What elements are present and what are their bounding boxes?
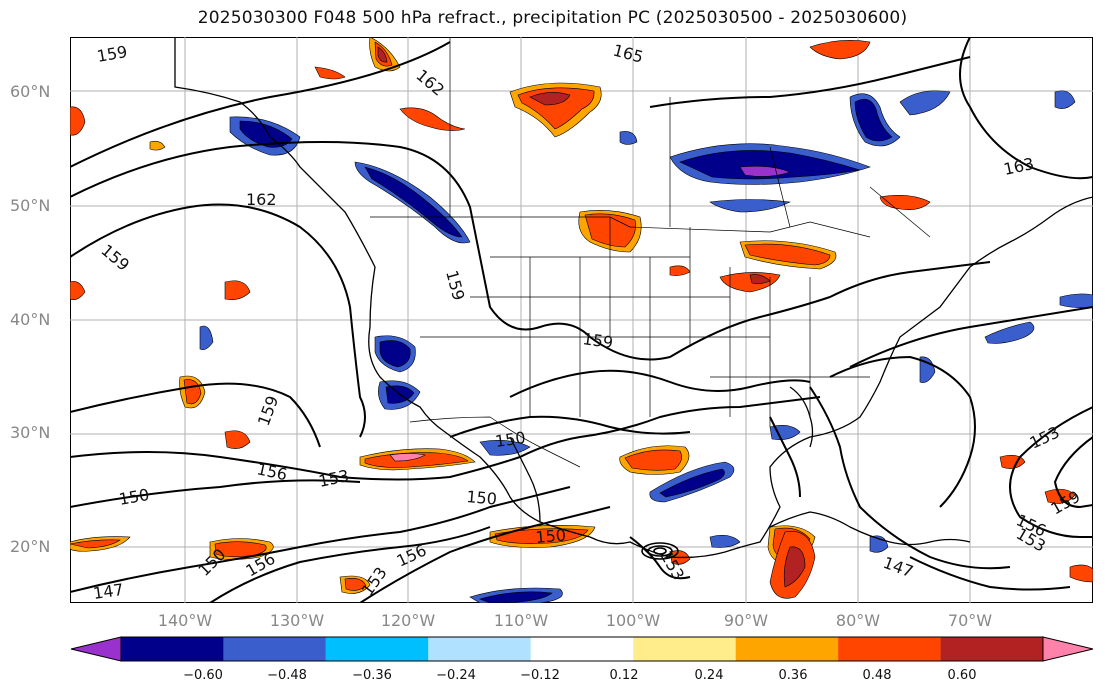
- colorbar-segment: [633, 637, 736, 661]
- contour-label: 159: [581, 329, 614, 352]
- contour-label: 153: [317, 466, 351, 491]
- lon-label-120w: 120°W: [380, 611, 436, 630]
- colorbar-extend-min: [70, 636, 122, 662]
- precip-negative: [199, 90, 1093, 603]
- colorbar-tick: −0.48: [267, 668, 307, 683]
- contour-label: 147: [92, 580, 125, 603]
- lon-label-70w: 70°W: [947, 611, 993, 630]
- colorbar-segment: [121, 637, 224, 661]
- colorbar-tick: −0.60: [183, 668, 223, 683]
- contour-label: 153: [358, 563, 391, 599]
- lat-label-60n: 60°N: [10, 82, 51, 101]
- colorbar-segment: [735, 637, 839, 661]
- colorbar-segment: [838, 637, 941, 661]
- precip-positive: [70, 37, 1093, 599]
- colorbar-outline: [120, 636, 1044, 662]
- lon-label-90w: 90°W: [723, 611, 769, 630]
- contour-label: 163: [1002, 154, 1036, 179]
- lat-label-40n: 40°N: [10, 310, 51, 329]
- coastlines: [174, 37, 1093, 559]
- contour-label: 159: [442, 268, 468, 302]
- contour-cluster: [641, 542, 679, 560]
- contour-label: 156: [255, 459, 289, 484]
- colorbar-segment: [325, 637, 429, 661]
- colorbar-segment: [530, 637, 634, 661]
- colorbar-tick: −0.36: [352, 668, 392, 683]
- contour-label: 159: [95, 42, 128, 66]
- contour-label: 165: [611, 41, 645, 67]
- lat-label-50n: 50°N: [10, 196, 51, 215]
- colorbar-tick: 0.24: [694, 668, 724, 683]
- colorbar-tick: −0.12: [520, 668, 560, 683]
- lon-label-100w: 100°W: [605, 611, 661, 630]
- contour-label: 150: [117, 485, 150, 509]
- colorbar-tick: −0.24: [436, 668, 476, 683]
- colorbar-tick: 0.60: [947, 668, 977, 683]
- contour-label: 150: [494, 428, 527, 451]
- contour-label: 150: [466, 487, 498, 509]
- contours: [70, 37, 1093, 603]
- lon-label-110w: 110°W: [493, 611, 549, 630]
- contour-label: 162: [246, 190, 277, 209]
- lat-label-20n: 20°N: [10, 537, 51, 556]
- colorbar: [70, 636, 1094, 662]
- contour-label: 159: [254, 393, 282, 428]
- contour-label: 162: [412, 66, 448, 100]
- contour-label: 150: [535, 525, 567, 547]
- political-borders: [370, 37, 931, 468]
- lon-label-140w: 140°W: [157, 611, 213, 630]
- lat-label-30n: 30°N: [10, 423, 51, 442]
- graticule: [70, 37, 1093, 603]
- colorbar-segment: [223, 637, 326, 661]
- colorbar-tick: 0.48: [862, 668, 892, 683]
- map-title: 2025030300 F048 500 hPa refract., precip…: [197, 8, 908, 28]
- colorbar-extend-max: [1042, 636, 1094, 662]
- colorbar-segment: [940, 637, 1043, 661]
- map-canvas: 159 165 162 162 163 159 159 159 159 156 …: [70, 37, 1093, 603]
- lon-label-80w: 80°W: [835, 611, 881, 630]
- lon-label-130w: 130°W: [269, 611, 325, 630]
- contour-label: 159: [97, 241, 133, 275]
- colorbar-segment: [428, 637, 531, 661]
- colorbar-tick: 0.12: [609, 668, 639, 683]
- colorbar-tick: 0.36: [778, 668, 808, 683]
